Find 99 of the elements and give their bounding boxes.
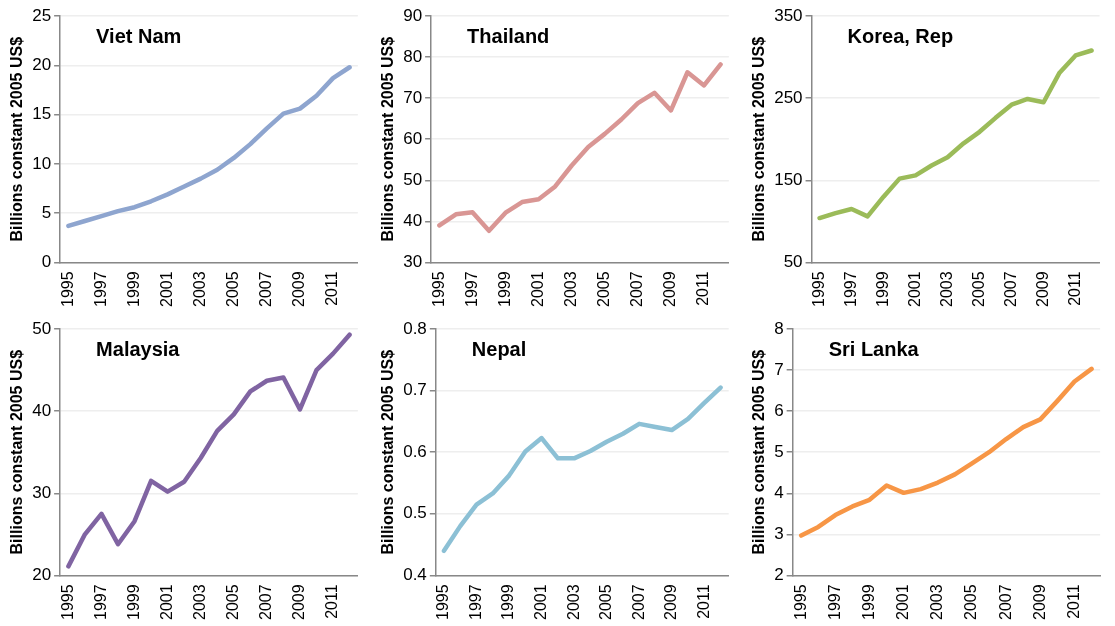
y-tick-label: 0.5 <box>403 503 427 523</box>
y-tick-label: 15 <box>32 104 52 124</box>
y-tick-label: 350 <box>774 5 803 25</box>
x-tick-label: 2001 <box>905 271 923 307</box>
x-tick-label: 2009 <box>290 584 308 620</box>
y-tick-label: 8 <box>774 318 784 338</box>
y-tick-label: 60 <box>403 128 423 148</box>
x-tick-label: 1995 <box>809 271 827 307</box>
x-tick-label: 2001 <box>894 584 912 620</box>
y-tick-label: 2 <box>774 565 784 585</box>
y-tick-label: 20 <box>32 54 52 74</box>
x-tick-label: 1995 <box>429 271 447 307</box>
x-tick-label: 2007 <box>996 584 1014 620</box>
y-tick-label: 40 <box>403 211 423 231</box>
x-tick-label: 2003 <box>191 584 209 620</box>
x-tick-label: 2007 <box>628 271 646 307</box>
x-tick-label: 2005 <box>224 584 242 620</box>
chart-title: Nepal <box>471 337 527 360</box>
x-tick-label: 1997 <box>841 271 859 307</box>
y-tick-label: 5 <box>774 441 784 461</box>
x-tick-label: 1999 <box>495 271 513 307</box>
x-tick-label: 2001 <box>158 271 176 307</box>
y-tick-label: 50 <box>403 169 423 189</box>
y-tick-label: 5 <box>41 202 52 222</box>
y-tick-label: 6 <box>774 400 784 420</box>
x-tick-label: 1997 <box>466 584 484 620</box>
y-tick-label: 250 <box>774 87 803 107</box>
x-tick-label: 2011 <box>694 271 712 306</box>
x-tick-label: 2001 <box>532 584 549 620</box>
chart-title: Korea, Rep <box>847 24 954 47</box>
x-tick-label: 2011 <box>694 584 712 619</box>
x-tick-label: 2005 <box>595 271 613 307</box>
y-tick-label: 0.4 <box>403 565 427 585</box>
x-tick-label: 2005 <box>969 271 987 307</box>
y-axis-title: Billions constant 2005 US$ <box>8 349 26 555</box>
x-tick-label: 2009 <box>1033 271 1051 307</box>
x-tick-label: 1999 <box>859 584 877 620</box>
y-tick-label: 70 <box>403 87 423 107</box>
chart-title: Viet Nam <box>96 24 182 47</box>
y-tick-label: 80 <box>403 46 423 66</box>
x-tick-label: 2011 <box>323 271 341 306</box>
x-tick-label: 2007 <box>257 271 275 307</box>
x-tick-label: 1997 <box>91 584 109 620</box>
x-tick-label: 1997 <box>825 584 843 620</box>
x-tick-label: 2003 <box>562 271 580 307</box>
x-tick-label: 1999 <box>124 271 142 307</box>
y-axis-title: Billions constant 2005 US$ <box>750 349 768 555</box>
x-tick-label: 2007 <box>629 584 647 620</box>
y-tick-label: 3 <box>774 524 784 544</box>
x-tick-label: 1997 <box>91 271 109 307</box>
x-tick-label: 2009 <box>290 271 308 307</box>
x-tick-label: 2005 <box>962 584 980 620</box>
y-tick-label: 50 <box>783 252 803 272</box>
x-tick-label: 1995 <box>58 271 76 307</box>
y-tick-label: 30 <box>32 482 52 502</box>
x-tick-label: 2011 <box>1065 271 1083 306</box>
x-tick-label: 2005 <box>597 584 615 620</box>
x-tick-label: 2007 <box>257 584 275 620</box>
y-tick-label: 50 <box>32 318 52 338</box>
x-tick-label: 2005 <box>224 271 242 307</box>
y-tick-label: 7 <box>774 359 784 379</box>
x-tick-label: 2001 <box>158 584 176 620</box>
y-tick-label: 20 <box>32 565 52 585</box>
x-tick-label: 1995 <box>791 584 809 620</box>
chart-title: Malaysia <box>96 337 181 360</box>
y-tick-label: 0.7 <box>403 380 427 400</box>
y-axis-title: Billions constant 2005 US$ <box>379 349 397 555</box>
x-tick-label: 2003 <box>928 584 946 620</box>
x-tick-label: 1997 <box>462 271 480 307</box>
y-axis-title: Billions constant 2005 US$ <box>379 36 397 242</box>
x-tick-label: 2009 <box>1030 584 1048 620</box>
y-tick-label: 0.8 <box>403 318 427 338</box>
x-tick-label: 2003 <box>191 271 209 307</box>
x-tick-label: 2011 <box>323 584 341 619</box>
x-tick-label: 2011 <box>1064 584 1082 619</box>
y-axis-title: Billions constant 2005 US$ <box>8 36 26 242</box>
x-tick-label: 2009 <box>662 584 680 620</box>
x-tick-label: 1995 <box>434 584 452 620</box>
y-tick-label: 10 <box>32 153 52 173</box>
x-tick-label: 1995 <box>58 584 76 620</box>
x-tick-label: 1999 <box>873 271 891 307</box>
y-tick-label: 40 <box>32 400 52 420</box>
x-tick-label: 2003 <box>937 271 955 307</box>
x-tick-label: 2003 <box>564 584 582 620</box>
y-tick-label: 0.6 <box>403 441 427 461</box>
x-tick-label: 2001 <box>529 271 547 307</box>
y-tick-label: 0 <box>41 252 52 272</box>
y-tick-label: 30 <box>403 252 423 272</box>
x-tick-label: 1999 <box>499 584 517 620</box>
y-tick-label: 90 <box>403 5 423 25</box>
chart-title: Thailand <box>467 24 550 47</box>
x-tick-label: 1999 <box>124 584 142 620</box>
x-tick-label: 2009 <box>661 271 679 307</box>
chart-title: Sri Lanka <box>828 337 920 360</box>
y-tick-label: 4 <box>774 482 784 502</box>
y-tick-label: 150 <box>774 169 803 189</box>
x-tick-label: 2007 <box>1001 271 1019 307</box>
y-axis-title: Billions constant 2005 US$ <box>750 36 768 242</box>
y-tick-label: 25 <box>32 5 52 25</box>
